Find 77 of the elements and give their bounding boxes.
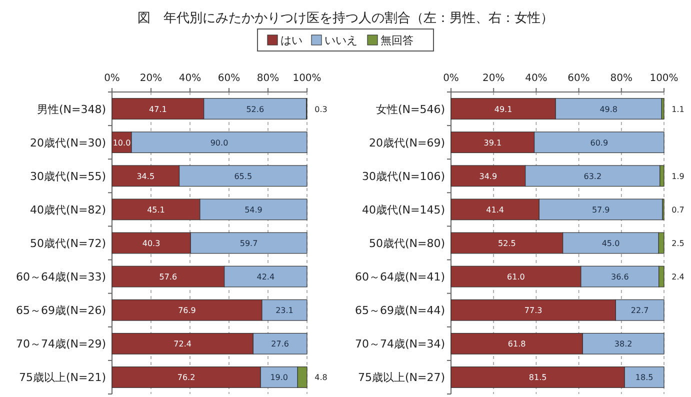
y-tick-label: 70～74歳(N=34) <box>354 338 445 351</box>
data-label: 27.6 <box>271 340 289 349</box>
x-tick-label: 100% <box>650 73 678 84</box>
data-label: 52.5 <box>498 239 516 248</box>
data-label: 10.0 <box>112 138 131 148</box>
data-label: 1.1 <box>672 104 684 114</box>
data-label: 34.5 <box>136 172 155 181</box>
data-label: 22.7 <box>630 306 649 316</box>
data-label: 49.8 <box>600 104 618 114</box>
data-label: 0.7 <box>672 205 684 214</box>
data-label: 60.9 <box>590 138 608 148</box>
data-label: 57.6 <box>159 272 178 282</box>
data-label: 54.9 <box>244 205 262 214</box>
y-tick-label: 20歳代(N=30) <box>30 136 106 150</box>
data-label: 76.9 <box>178 306 196 316</box>
data-label: 34.9 <box>479 172 498 181</box>
y-tick-label: 60～64歳(N=33) <box>16 270 106 284</box>
data-label: 40.3 <box>142 239 160 248</box>
y-tick-label: 50歳代(N=72) <box>30 237 106 250</box>
x-tick-label: 20% <box>482 73 505 84</box>
data-label: 52.6 <box>246 104 264 114</box>
y-tick-label: 30歳代(N=55) <box>30 170 106 183</box>
data-label: 90.0 <box>210 138 228 148</box>
data-label: 4.8 <box>314 373 328 382</box>
data-label: 45.1 <box>147 205 165 214</box>
data-label: 2.5 <box>672 239 684 248</box>
legend-label: いいえ <box>324 34 358 47</box>
data-label: 72.4 <box>174 340 192 349</box>
data-label: 49.1 <box>494 104 512 114</box>
legend-label: はい <box>280 34 302 47</box>
data-label: 1.9 <box>672 172 684 181</box>
data-label: 38.2 <box>614 340 632 349</box>
y-tick-label: 50歳代(N=80) <box>368 237 445 250</box>
data-label: 59.7 <box>240 239 258 248</box>
y-tick-label: 40歳代(N=82) <box>30 203 106 216</box>
data-label: 57.9 <box>592 205 610 214</box>
y-tick-label: 40歳代(N=145) <box>362 203 445 216</box>
data-label: 23.1 <box>276 306 294 316</box>
x-tick-label: 0% <box>104 73 120 84</box>
y-tick-label: 60～64歳(N=41) <box>354 270 445 284</box>
data-label: 2.4 <box>672 272 684 282</box>
data-label: 47.1 <box>149 104 167 114</box>
data-label: 65.5 <box>234 172 252 181</box>
y-tick-label: 男性(N=348) <box>36 102 106 116</box>
y-tick-label: 70～74歳(N=29) <box>16 338 106 351</box>
data-label: 61.0 <box>507 272 525 282</box>
x-tick-label: 100% <box>292 73 322 84</box>
x-tick-label: 60% <box>218 73 240 84</box>
x-tick-label: 40% <box>178 73 202 84</box>
y-tick-label: 75歳以上(N=21) <box>18 371 106 384</box>
data-label: 19.0 <box>270 373 288 382</box>
y-tick-label: 女性(N=546) <box>376 102 445 116</box>
text: 図 年代別にみたかかりつけ医を持つ人の割合（左：男性、右：女性） <box>138 11 554 26</box>
legend-label: 無回答 <box>380 34 414 47</box>
data-label: 63.2 <box>584 172 602 181</box>
data-label: 41.4 <box>486 205 504 214</box>
data-label: 61.8 <box>508 340 526 349</box>
x-tick-label: 20% <box>140 73 162 84</box>
y-tick-label: 65～69歳(N=26) <box>16 304 106 318</box>
data-label: 81.5 <box>528 373 547 382</box>
data-label: 76.2 <box>177 373 196 382</box>
x-tick-label: 80% <box>610 73 633 84</box>
x-tick-label: 0% <box>443 73 459 84</box>
y-tick-label: 30歳代(N=106) <box>362 170 445 183</box>
data-label: 42.4 <box>256 272 275 282</box>
x-tick-label: 60% <box>568 73 590 84</box>
data-label: 45.0 <box>602 239 620 248</box>
x-tick-label: 80% <box>256 73 280 84</box>
data-label: 77.3 <box>524 306 542 316</box>
data-label: 0.3 <box>314 104 328 114</box>
data-label: 36.6 <box>611 272 629 282</box>
x-tick-label: 40% <box>525 73 548 84</box>
y-tick-label: 20歳代(N=69) <box>368 136 445 150</box>
data-label: 39.1 <box>484 138 502 148</box>
data-label: 18.5 <box>635 373 654 382</box>
y-tick-label: 65～69歳(N=44) <box>354 304 445 318</box>
y-tick-label: 75歳以上(N=27) <box>358 371 445 384</box>
